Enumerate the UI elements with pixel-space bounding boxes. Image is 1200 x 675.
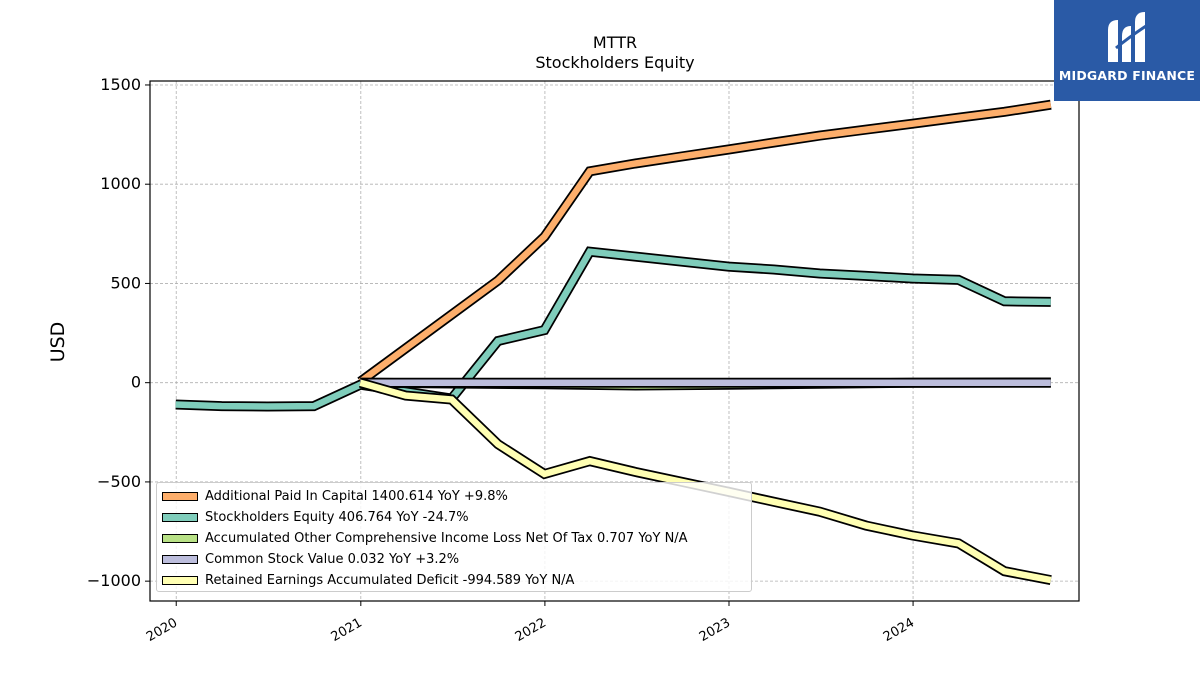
legend-label: Stockholders Equity 406.764 YoY -24.7% xyxy=(205,510,469,525)
series-1 xyxy=(357,99,1052,386)
legend-swatch xyxy=(162,555,198,564)
brand-name: MIDGARD FINANCE xyxy=(1058,68,1196,83)
legend-item: Common Stock Value 0.032 YoY +3.2% xyxy=(160,549,751,570)
legend-label: Common Stock Value 0.032 YoY +3.2% xyxy=(205,552,460,567)
series-line xyxy=(175,248,1051,410)
x-tick-label: 2022 xyxy=(513,615,549,645)
chart-subtitle: Stockholders Equity xyxy=(535,53,694,72)
x-tick-label: 2021 xyxy=(329,615,365,645)
grid xyxy=(150,81,1079,601)
legend-label: Accumulated Other Comprehensive Income L… xyxy=(205,531,688,546)
legend-swatch xyxy=(162,576,198,585)
y-tick-label: 500 xyxy=(110,273,141,292)
y-ticks: 1500 1000 500 0 −500 −1000 xyxy=(87,75,150,590)
series-line-outline xyxy=(357,99,1052,386)
chart-title: MTTR xyxy=(593,33,637,52)
x-tick-label: 2020 xyxy=(144,615,180,645)
legend: Additional Paid In Capital 1400.614 YoY … xyxy=(156,482,752,592)
legend-item: Retained Earnings Accumulated Deficit -9… xyxy=(160,570,751,591)
y-tick-label: −500 xyxy=(97,472,141,491)
series-2 xyxy=(175,246,1051,412)
legend-item: Additional Paid In Capital 1400.614 YoY … xyxy=(160,486,751,507)
series-layer xyxy=(175,99,1052,586)
series-line xyxy=(358,101,1052,385)
brand-logo-mark xyxy=(1108,12,1147,62)
legend-swatch xyxy=(162,513,198,522)
x-tick-label: 2023 xyxy=(697,615,733,645)
legend-swatch xyxy=(162,534,198,543)
x-ticks: 2020 2021 2022 2023 2024 xyxy=(144,601,917,645)
y-tick-label: 1500 xyxy=(100,75,141,94)
legend-item: Accumulated Other Comprehensive Income L… xyxy=(160,528,751,549)
y-tick-label: −1000 xyxy=(87,571,141,590)
brand-logo: MIDGARD FINANCE xyxy=(1054,0,1200,101)
plot-frame xyxy=(149,80,1080,602)
y-tick-label: 0 xyxy=(131,373,141,392)
legend-label: Additional Paid In Capital 1400.614 YoY … xyxy=(205,489,508,504)
x-tick-label: 2024 xyxy=(881,615,917,645)
y-axis-label: USD xyxy=(47,322,69,363)
legend-item: Stockholders Equity 406.764 YoY -24.7% xyxy=(160,507,751,528)
y-tick-label: 1000 xyxy=(100,174,141,193)
legend-swatch xyxy=(162,492,198,501)
legend-label: Retained Earnings Accumulated Deficit -9… xyxy=(205,573,575,588)
